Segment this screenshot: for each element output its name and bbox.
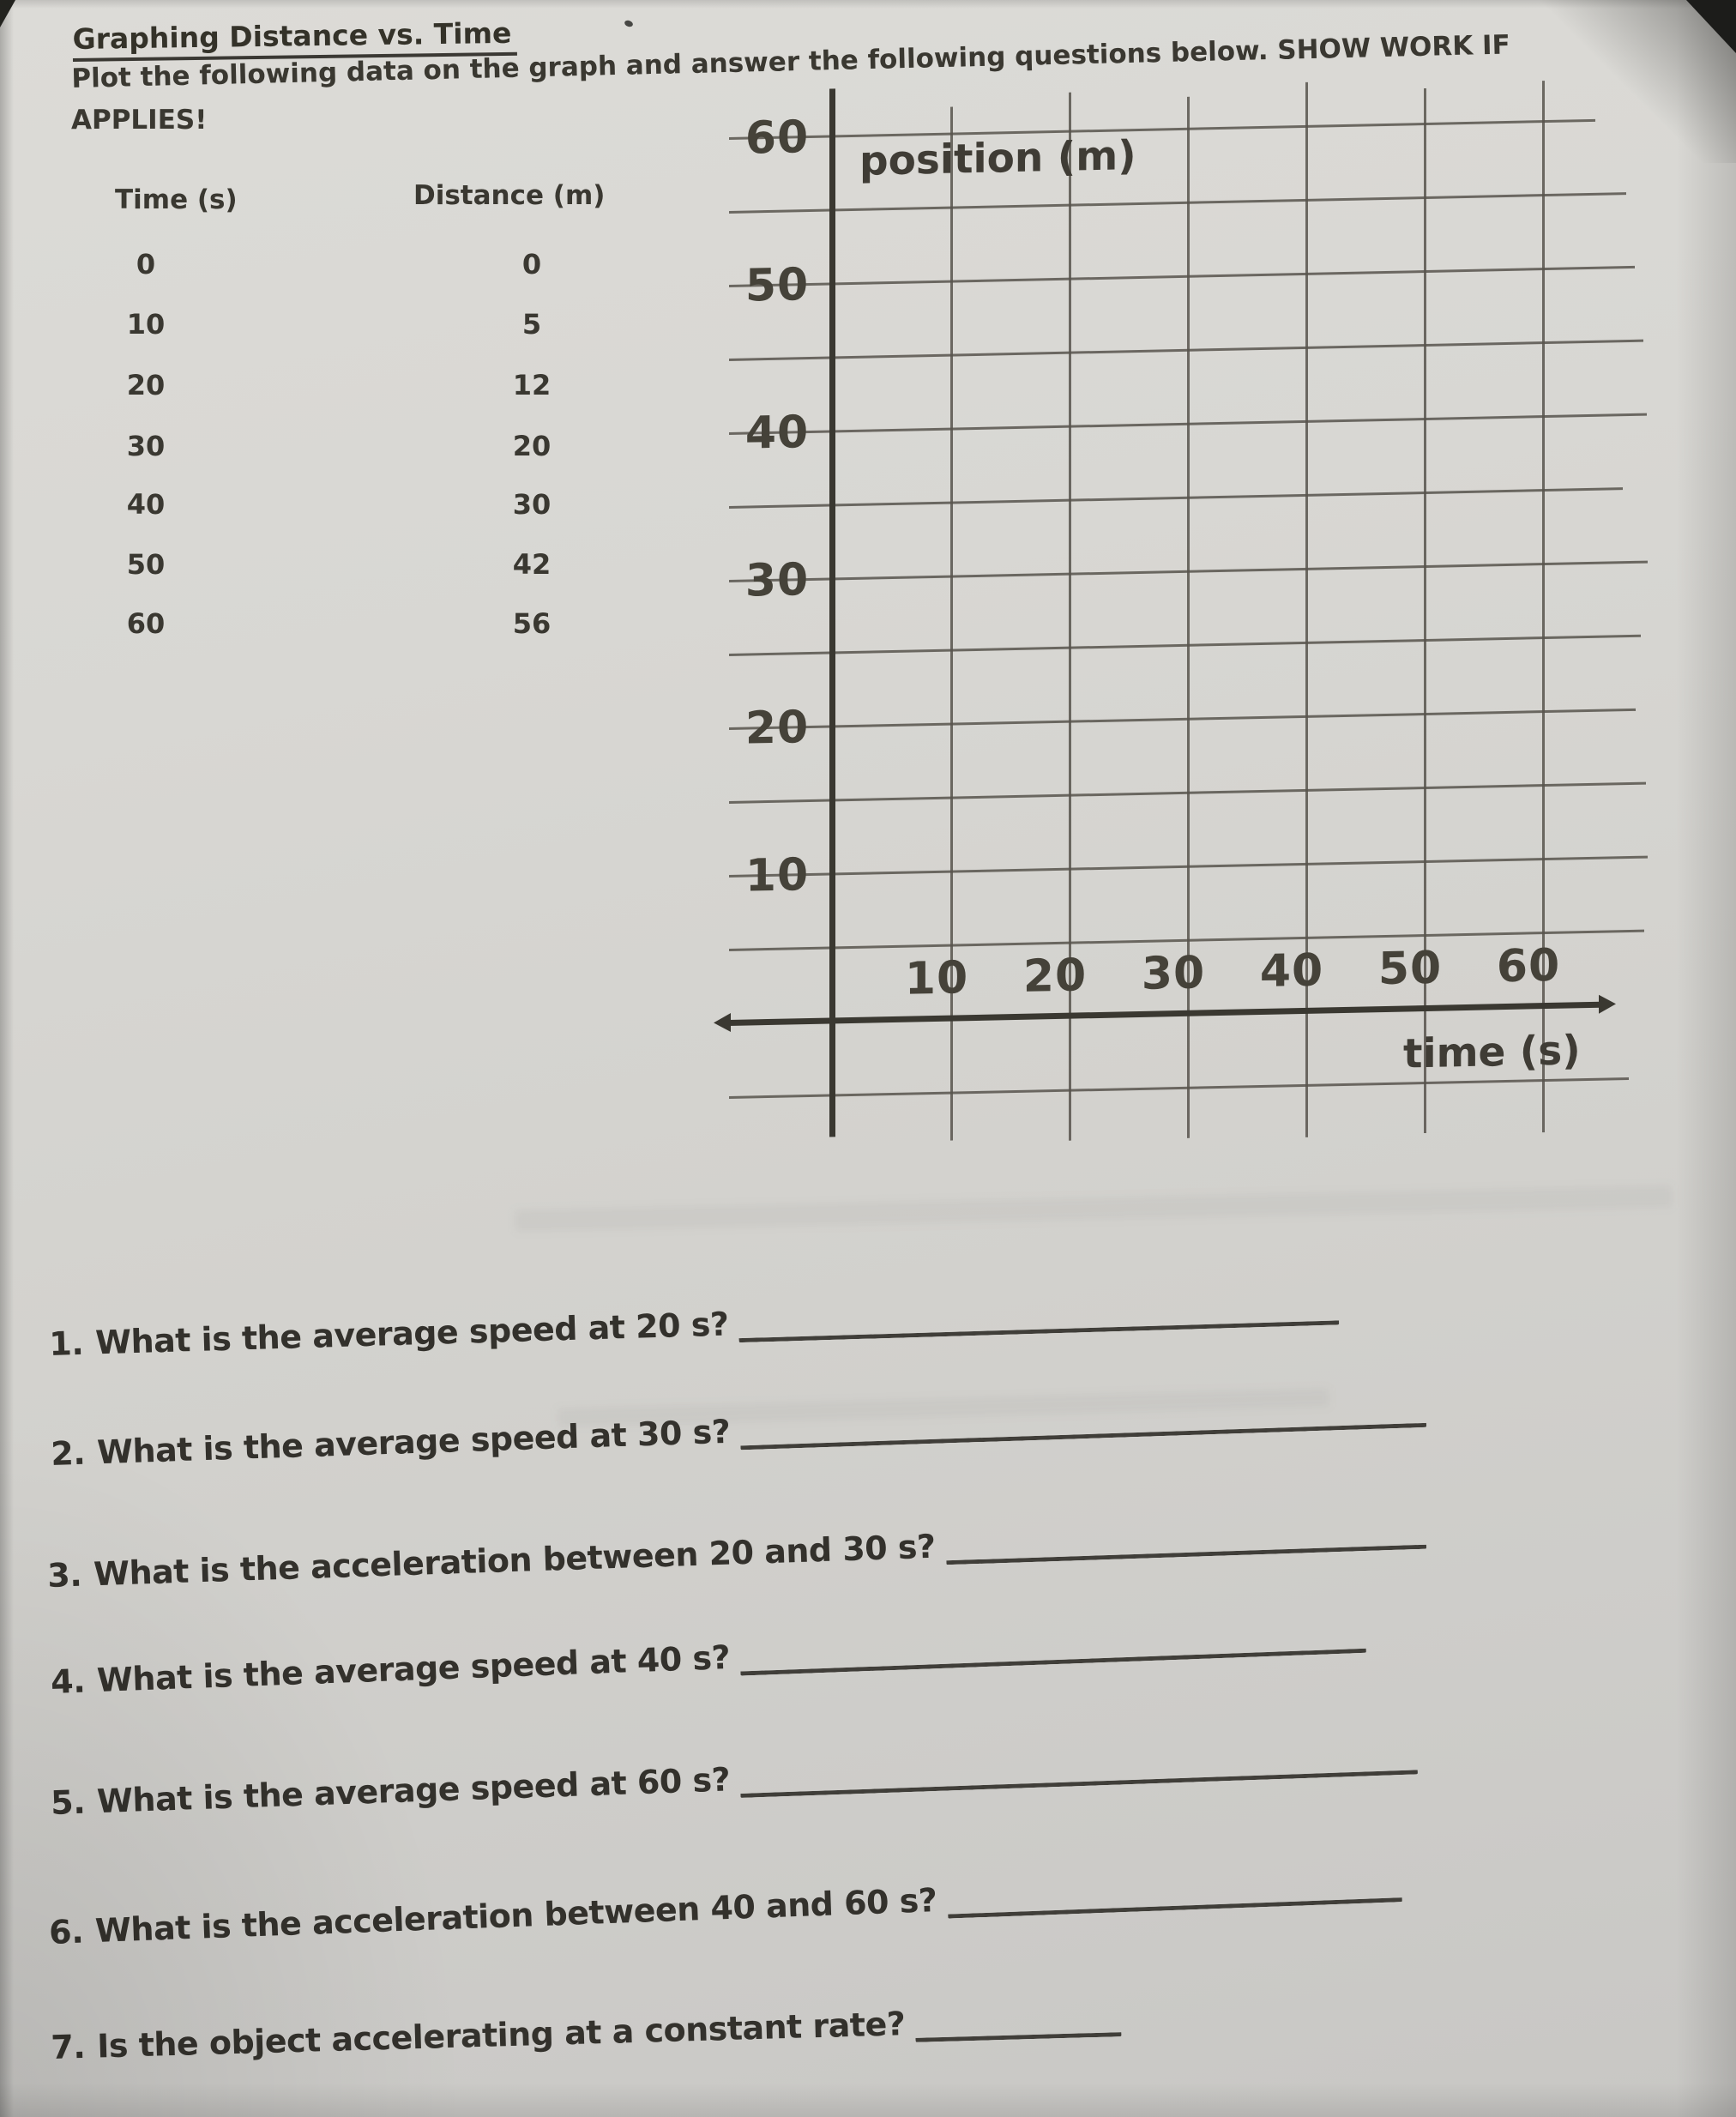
scan-shadow-bottom-edge [0,2083,1736,2117]
h-gridline-45 [729,339,1643,361]
table-row: 30 20 [86,430,600,464]
y-axis-title: position (m) [859,132,1136,185]
time-value: 10 [126,308,166,341]
scan-shadow-bottom-left [0,1328,532,2117]
page-corner-top-left [0,0,15,27]
time-value: 50 [126,548,166,581]
time-value: 30 [126,430,166,462]
x-axis-right-arrow-icon [1599,994,1616,1014]
x-tick-label: 20 [1022,950,1088,1003]
position-time-graph: 60 50 40 30 20 10 10 20 30 40 50 60 posi… [714,66,1651,1167]
distance-value: 30 [512,488,552,521]
answer-blank [944,1506,1426,1565]
answer-blank [738,1282,1340,1343]
distance-value: 20 [512,430,552,462]
y-tick-label: 50 [744,259,810,312]
h-gridline-below-axis [729,1077,1629,1099]
distance-value: 56 [512,607,552,640]
h-gridline-50 [729,265,1635,287]
x-tick-label: 30 [1141,947,1206,1000]
h-gridline-60 [729,118,1595,140]
distance-value: 12 [512,369,552,401]
scan-shadow-top-edge [0,0,1736,9]
answer-blank [739,1732,1419,1798]
worksheet-instruction-cont: APPLIES! [71,105,208,136]
distance-column-header: Distance (m) [413,180,606,211]
x-tick-label: 40 [1259,944,1324,998]
table-row: 50 42 [86,548,600,582]
ink-dot [624,19,634,28]
page-corner-top-right [1686,0,1736,53]
x-axis-left-arrow-icon [714,1012,731,1033]
h-gridline-20 [729,708,1636,730]
distance-value: 0 [521,248,542,280]
time-value: 40 [126,488,166,521]
answer-blank [946,1860,1402,1919]
table-row: 20 12 [86,369,600,403]
table-row: 40 30 [86,488,600,522]
y-axis-line [829,88,835,1137]
scan-shadow-left-edge [0,0,14,2117]
y-tick-label: 60 [744,112,810,165]
x-axis-title: time (s) [1403,1027,1581,1078]
x-tick-label: 60 [1496,939,1561,993]
answer-blank [914,1994,1122,2042]
h-gridline-35 [729,487,1623,509]
x-tick-label: 10 [904,952,969,1005]
time-column-header: Time (s) [115,184,238,215]
distance-value: 42 [512,548,552,581]
y-tick-label: 30 [744,554,810,607]
y-tick-label: 40 [744,407,810,460]
answer-blank [739,1610,1367,1676]
table-row: 60 56 [86,607,600,642]
x-tick-label: 50 [1377,942,1443,996]
time-value: 20 [126,369,166,401]
h-gridline-25 [729,634,1641,656]
time-value: 0 [136,248,156,280]
scan-smudge [514,1185,1673,1233]
x-axis-line [729,1001,1600,1026]
distance-value: 5 [521,308,542,341]
scan-shadow-right-edge [1676,0,1736,2117]
y-tick-label: 20 [744,702,810,755]
y-tick-label: 10 [744,849,810,902]
h-gridline-55 [729,192,1626,214]
table-row: 10 5 [86,308,600,342]
time-value: 60 [126,607,166,640]
